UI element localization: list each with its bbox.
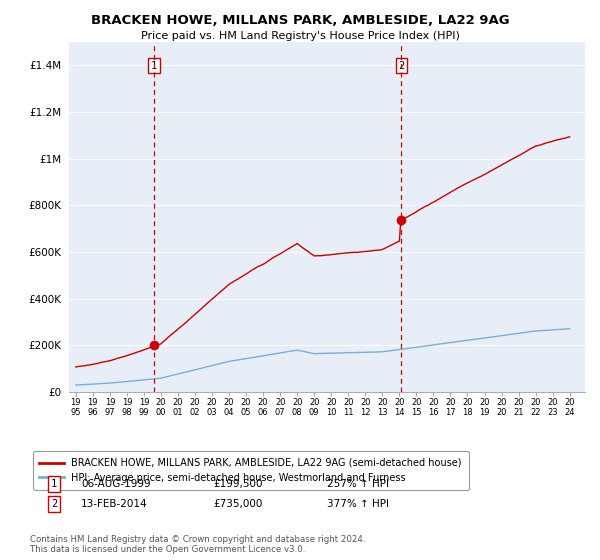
Text: 1: 1 <box>51 479 57 489</box>
Text: £735,000: £735,000 <box>213 499 262 509</box>
Text: Contains HM Land Registry data © Crown copyright and database right 2024.
This d: Contains HM Land Registry data © Crown c… <box>30 535 365 554</box>
Text: BRACKEN HOWE, MILLANS PARK, AMBLESIDE, LA22 9AG: BRACKEN HOWE, MILLANS PARK, AMBLESIDE, L… <box>91 14 509 27</box>
Text: 377% ↑ HPI: 377% ↑ HPI <box>327 499 389 509</box>
Text: 2: 2 <box>51 499 57 509</box>
Text: 13-FEB-2014: 13-FEB-2014 <box>81 499 148 509</box>
Text: 06-AUG-1999: 06-AUG-1999 <box>81 479 151 489</box>
Text: 1: 1 <box>151 60 157 71</box>
Legend: BRACKEN HOWE, MILLANS PARK, AMBLESIDE, LA22 9AG (semi-detached house), HPI: Aver: BRACKEN HOWE, MILLANS PARK, AMBLESIDE, L… <box>32 451 469 489</box>
Text: £199,500: £199,500 <box>213 479 263 489</box>
Bar <box>154 42 401 392</box>
Text: 257% ↑ HPI: 257% ↑ HPI <box>327 479 389 489</box>
Text: Price paid vs. HM Land Registry's House Price Index (HPI): Price paid vs. HM Land Registry's House … <box>140 31 460 41</box>
Text: 2: 2 <box>398 60 404 71</box>
